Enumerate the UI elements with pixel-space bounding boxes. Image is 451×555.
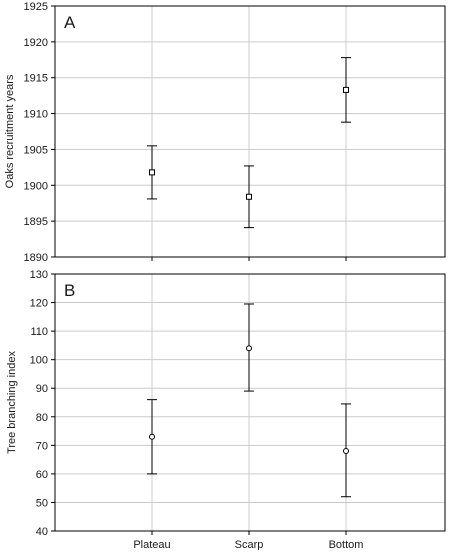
mean-marker — [246, 193, 252, 200]
y-tick-label: 1890 — [24, 252, 48, 264]
mean-marker — [149, 169, 155, 176]
y-tick-label: 50 — [36, 497, 48, 509]
mean-marker — [343, 86, 349, 93]
y-tick-label: 70 — [36, 440, 48, 452]
y-tick-label: 1900 — [24, 180, 48, 192]
mean-marker — [343, 448, 349, 455]
plot-frame — [54, 5, 446, 258]
x-tick-label: Bottom — [329, 539, 364, 550]
mean-marker — [246, 345, 252, 352]
y-axis-title: Tree branching index — [6, 351, 18, 454]
y-tick-label: 40 — [36, 526, 48, 538]
y-axis-title: Oaks recruitment years — [4, 74, 16, 188]
y-tick-label: 110 — [30, 326, 48, 338]
y-tick-label: 130 — [30, 269, 48, 281]
y-tick-label: 100 — [30, 355, 48, 367]
y-tick-label: 1915 — [24, 73, 48, 85]
mean-marker — [149, 433, 155, 440]
y-tick-label: 1895 — [24, 216, 48, 228]
x-tick-label: Plateau — [133, 539, 170, 550]
panel-label: B — [64, 281, 75, 300]
y-tick-label: 120 — [30, 298, 48, 310]
y-tick-label: 1910 — [24, 109, 48, 121]
y-tick-label: 60 — [36, 469, 48, 481]
y-tick-label: 80 — [36, 412, 48, 424]
plot-frame — [54, 273, 446, 532]
panel-label: A — [64, 13, 76, 32]
y-tick-label: 1925 — [24, 1, 48, 13]
y-tick-label: 1905 — [24, 144, 48, 156]
y-tick-label: 90 — [36, 383, 48, 395]
x-tick-label: Scarp — [235, 539, 264, 550]
y-tick-label: 1920 — [24, 37, 48, 49]
